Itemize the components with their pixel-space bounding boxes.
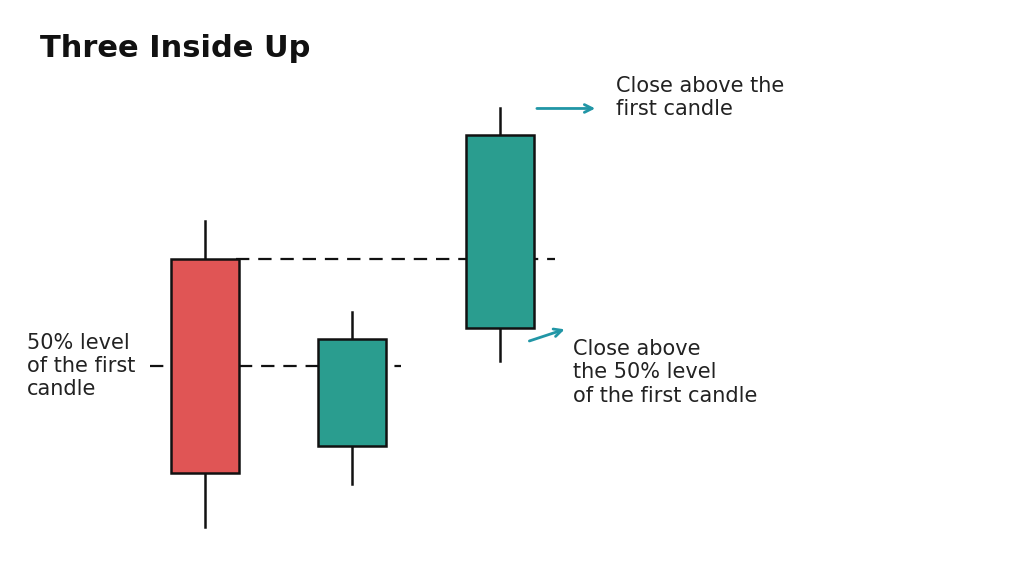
Text: Three Inside Up: Three Inside Up (40, 34, 310, 63)
Bar (171, 259, 239, 473)
Text: Close above the
first candle: Close above the first candle (616, 76, 784, 119)
Text: 50% level
of the first
candle: 50% level of the first candle (27, 333, 135, 399)
Bar (466, 135, 534, 328)
Bar (318, 339, 386, 446)
Text: Close above
the 50% level
of the first candle: Close above the 50% level of the first c… (573, 339, 758, 406)
